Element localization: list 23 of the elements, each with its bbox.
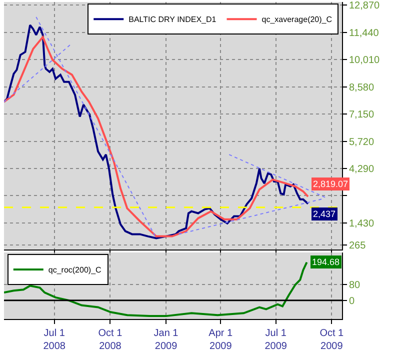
legend-label: qc_roc(200)_C <box>48 266 102 275</box>
data-label: 194.68 <box>312 257 340 267</box>
x-tick-label: Jul 1 2009 <box>264 328 288 352</box>
y-tick-label: 5,720 <box>349 136 374 148</box>
y-tick-label: 10,010 <box>349 55 380 66</box>
x-tick-label: Apr 1 2009 <box>208 328 234 352</box>
legend-label: qc_xaverage(20)_C <box>262 15 332 24</box>
y-tick-label: 80 <box>349 280 361 292</box>
y-tick-label: 11,440 <box>349 28 380 39</box>
x-tick-label: Oct 1 2009 <box>320 328 344 352</box>
x-tick-label: Jul 1 2008 <box>43 328 66 352</box>
y-tick-label: 8,580 <box>349 82 374 94</box>
x-tick-label: Oct 1 2008 <box>98 328 123 352</box>
y-tick-label: 4,290 <box>349 164 374 175</box>
data-label: 2,437 <box>313 209 336 219</box>
y-tick-label: 1,430 <box>349 218 374 230</box>
legend-label: BALTIC DRY INDEX_D1 <box>128 15 217 24</box>
data-label: 2,819.07 <box>313 179 348 189</box>
y-tick-label: 7,150 <box>349 110 374 121</box>
y-tick-label: 265 <box>349 240 366 252</box>
x-tick-label: Jan 1 2009 <box>154 328 179 352</box>
y-tick-label: 12,870 <box>349 0 380 12</box>
y-tick-label: 0 <box>349 296 355 307</box>
